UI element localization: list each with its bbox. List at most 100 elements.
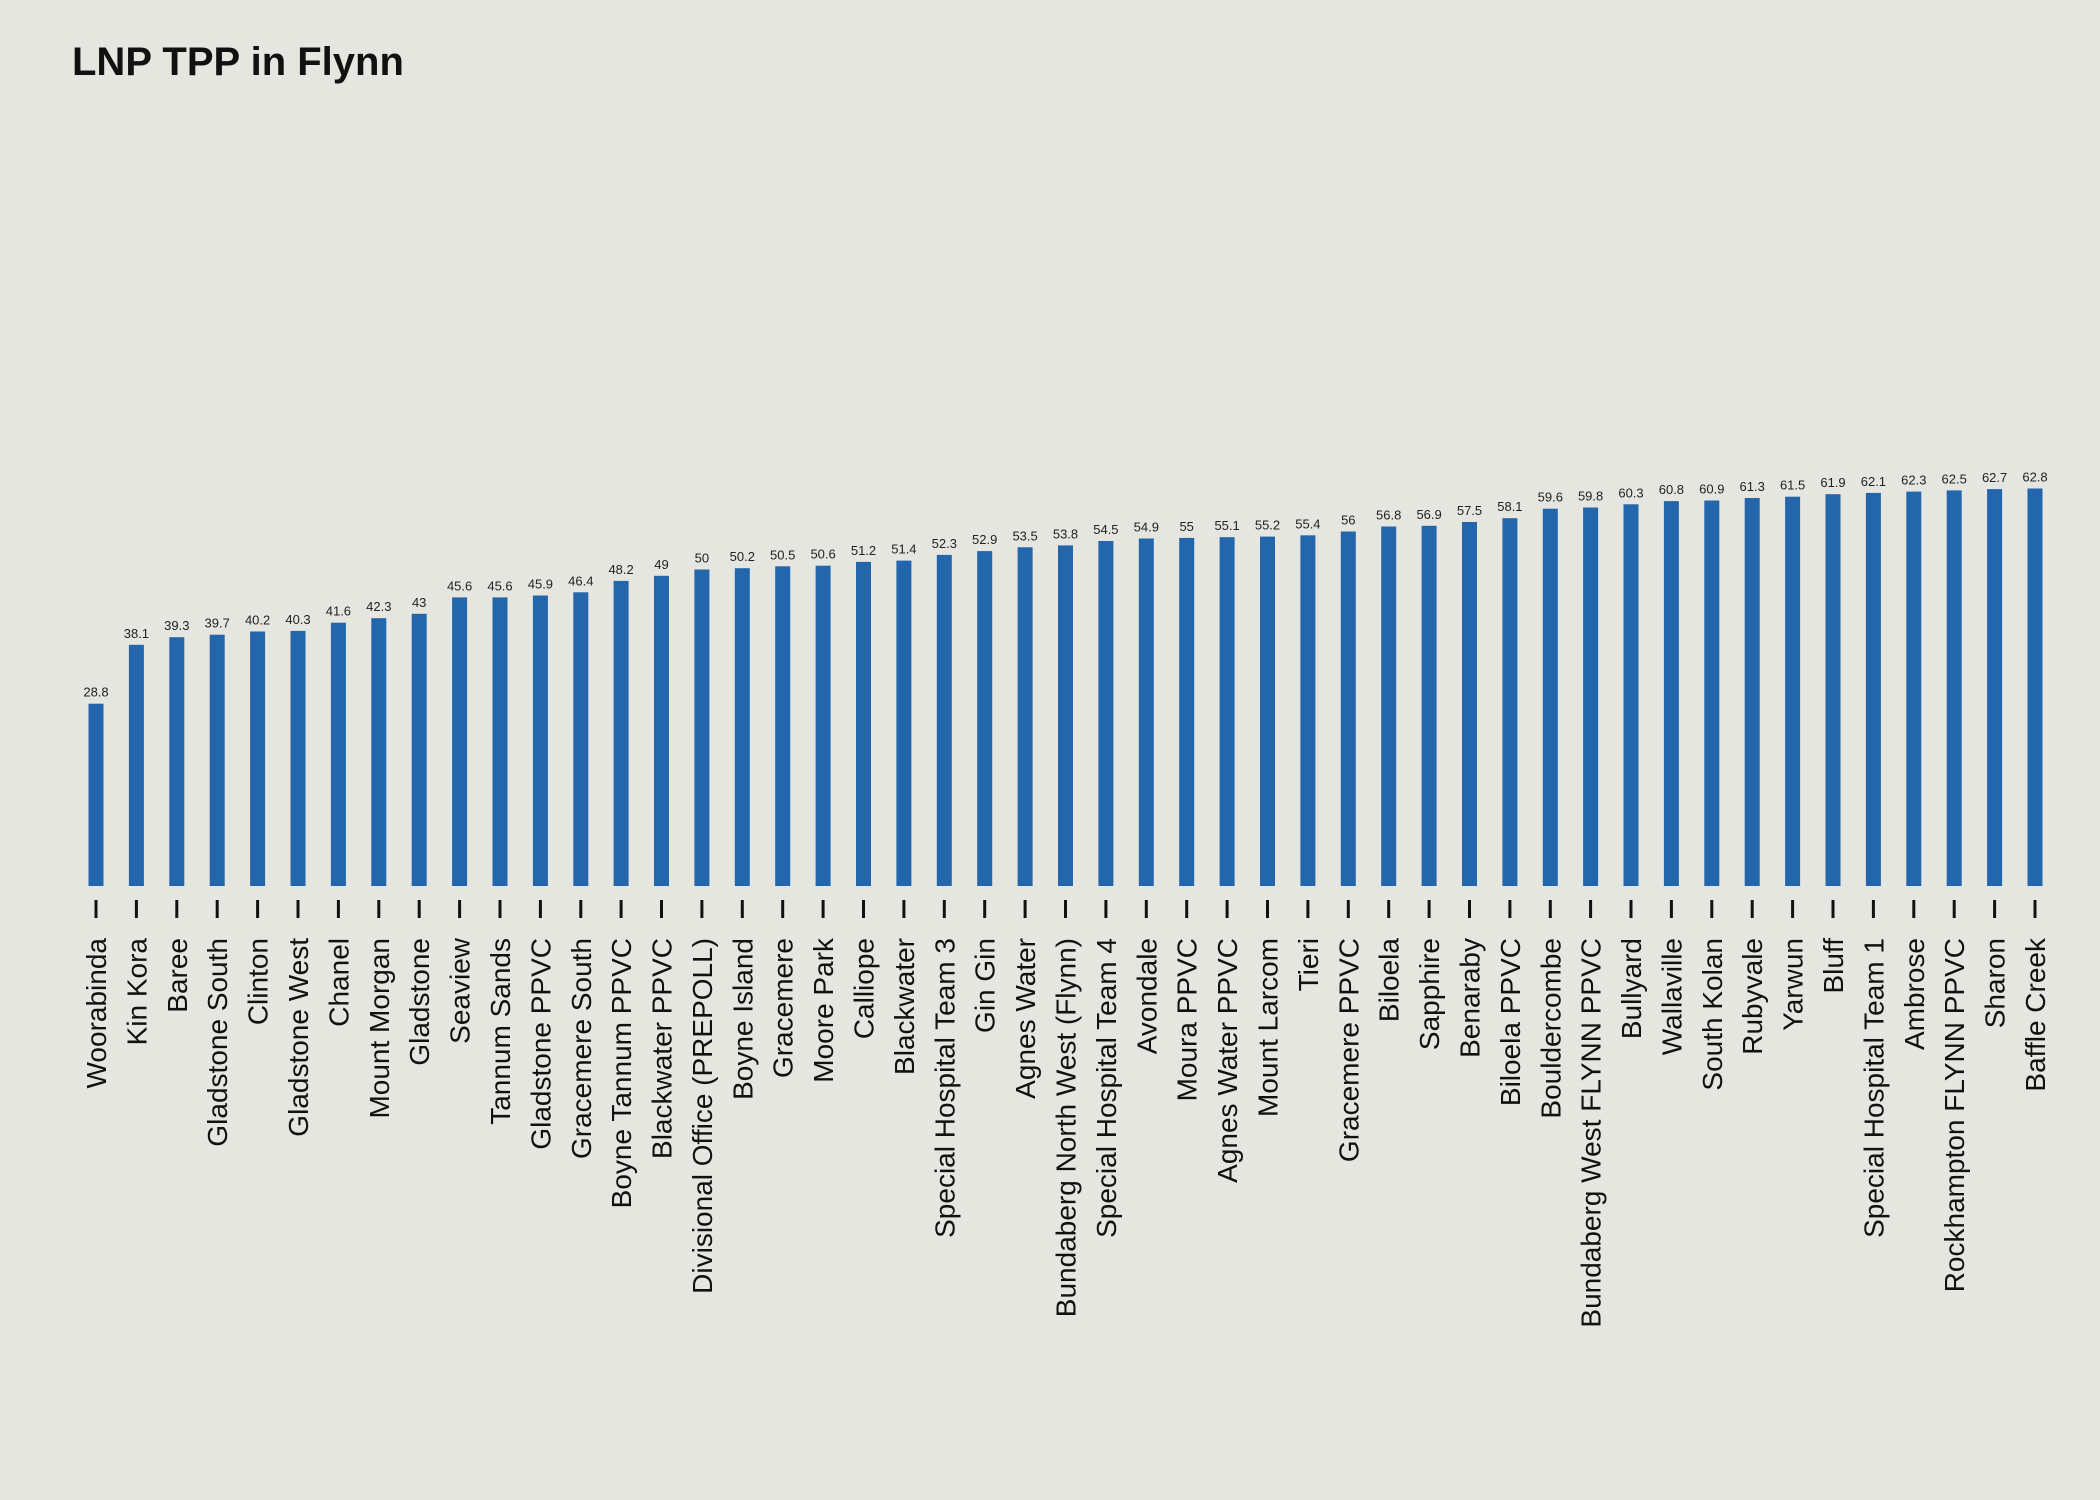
x-axis-category-label: Blackwater PPVC <box>647 938 678 1159</box>
bar-value-label: 59.6 <box>1538 490 1563 505</box>
bar <box>1542 508 1558 886</box>
bar-value-label: 55.1 <box>1214 518 1239 533</box>
x-axis-category-label: Bullyard <box>1616 938 1647 1039</box>
x-axis-category-label: Blackwater <box>889 938 920 1075</box>
bar-value-label: 49 <box>654 557 668 572</box>
bar <box>1260 536 1275 886</box>
bar <box>411 613 427 886</box>
x-axis-category-label: Gracemere South <box>566 938 597 1159</box>
x-axis-category-label: Gladstone PPVC <box>525 938 556 1150</box>
bar-value-label: 52.3 <box>932 536 957 551</box>
x-axis-category-label: Bundaberg West FLYNN PPVC <box>1576 938 1607 1328</box>
bar <box>452 597 468 886</box>
bar-value-label: 55 <box>1179 519 1193 534</box>
bar-value-label: 46.4 <box>568 573 593 588</box>
bar-value-label: 48.2 <box>608 562 633 577</box>
x-axis-category-label: Biloela <box>1374 938 1405 1022</box>
bar-value-label: 62.1 <box>1861 474 1886 489</box>
x-axis-category-label: Mount Morgan <box>364 938 395 1119</box>
bar <box>1583 507 1599 886</box>
bar-value-label: 59.8 <box>1578 489 1603 504</box>
bar <box>1462 522 1477 886</box>
bar <box>2027 488 2043 886</box>
x-axis-category-label: Bundaberg North West (Flynn) <box>1051 938 1082 1317</box>
bar-value-label: 50.2 <box>730 549 755 564</box>
bar-value-label: 54.5 <box>1093 522 1118 537</box>
x-axis-category-label: Moura PPVC <box>1172 938 1203 1101</box>
bar <box>492 597 508 886</box>
x-axis-category-label: Special Hospital Team 4 <box>1091 938 1122 1238</box>
x-axis-category-label: Divisional Office (PREPOLL) <box>687 938 718 1294</box>
x-axis-category-label: Special Hospital Team 1 <box>1858 938 1889 1238</box>
bar-value-label: 50.5 <box>770 547 795 562</box>
x-axis-category-label: Wallaville <box>1656 938 1687 1055</box>
bar <box>1785 496 1801 886</box>
x-axis-category-label: Kin Kora <box>121 938 152 1046</box>
bar <box>1825 494 1841 886</box>
x-axis-category-label: Sharon <box>1980 938 2011 1028</box>
bar-value-label: 55.2 <box>1255 518 1280 533</box>
bar-value-label: 41.6 <box>326 604 351 619</box>
bar <box>330 622 346 886</box>
bar <box>1946 490 1962 886</box>
x-axis-category-label: Baffle Creek <box>2020 937 2051 1092</box>
x-axis-category-label: Baree <box>162 938 193 1013</box>
x-axis-category-label: Agnes Water <box>1010 938 1041 1099</box>
bar <box>936 554 952 886</box>
x-axis-category-label: Rubyvale <box>1737 938 1768 1055</box>
bar <box>532 595 548 886</box>
x-axis-category-label: Gracemere PPVC <box>1333 938 1364 1162</box>
bar <box>1098 541 1114 886</box>
bar <box>1906 491 1922 886</box>
x-axis-category-label: Gladstone <box>404 938 435 1066</box>
bar-value-label: 50 <box>695 551 709 566</box>
bar-value-label: 40.3 <box>285 612 310 627</box>
x-axis-category-label: Tannum Sands <box>485 938 516 1125</box>
bar <box>1744 498 1760 886</box>
x-axis-category-label: Calliope <box>849 938 880 1039</box>
bar-value-label: 54.9 <box>1134 520 1159 535</box>
bar-value-label: 62.8 <box>2022 470 2047 485</box>
x-axis-category-label: Avondale <box>1131 938 1162 1054</box>
bar <box>88 703 104 886</box>
bar-value-label: 62.7 <box>1982 470 2007 485</box>
x-axis-category-label: Clinton <box>243 938 274 1025</box>
bar-value-label: 45.6 <box>487 578 512 593</box>
bar-value-label: 61.9 <box>1820 475 1845 490</box>
x-axis-category-label: Moore Park <box>808 937 839 1083</box>
bar-value-label: 42.3 <box>366 599 391 614</box>
bar-value-label: 43 <box>412 595 426 610</box>
bar-value-label: 50.6 <box>810 547 835 562</box>
x-axis-category-label: Sapphire <box>1414 938 1445 1050</box>
bar-value-label: 39.7 <box>205 616 230 631</box>
bar <box>1340 531 1356 886</box>
bar <box>613 580 629 886</box>
x-axis-category-label: Boyne Tannum PPVC <box>606 938 637 1208</box>
x-axis-category-label: Benaraby <box>1455 938 1486 1058</box>
bar <box>896 560 912 886</box>
x-axis-category-label: Chanel <box>323 938 354 1027</box>
bar <box>573 592 589 886</box>
bar-value-label: 28.8 <box>83 685 108 700</box>
bar <box>694 569 710 886</box>
bar-value-label: 56 <box>1341 513 1355 528</box>
bar <box>1663 501 1679 886</box>
x-axis-category-label: Bouldercombe <box>1535 938 1566 1119</box>
x-axis-category-label: Tieri <box>1293 938 1324 991</box>
bar-value-label: 38.1 <box>124 626 149 641</box>
bar <box>815 565 831 886</box>
bar <box>1058 545 1073 886</box>
bar <box>209 634 225 886</box>
x-axis-category-label: Agnes Water PPVC <box>1212 938 1243 1183</box>
bar <box>1987 489 2003 886</box>
bar-value-label: 60.3 <box>1618 485 1643 500</box>
bar-value-label: 56.9 <box>1416 507 1441 522</box>
chart-title: LNP TPP in Flynn <box>72 40 404 84</box>
bar <box>775 566 791 886</box>
x-axis-category-label: Seaview <box>445 937 476 1044</box>
x-axis-category-label: Gracemere <box>768 938 799 1078</box>
bar <box>856 561 871 886</box>
x-axis-category-label: Special Hospital Team 3 <box>929 938 960 1238</box>
x-axis-category-label: Yarwun <box>1778 938 1809 1031</box>
